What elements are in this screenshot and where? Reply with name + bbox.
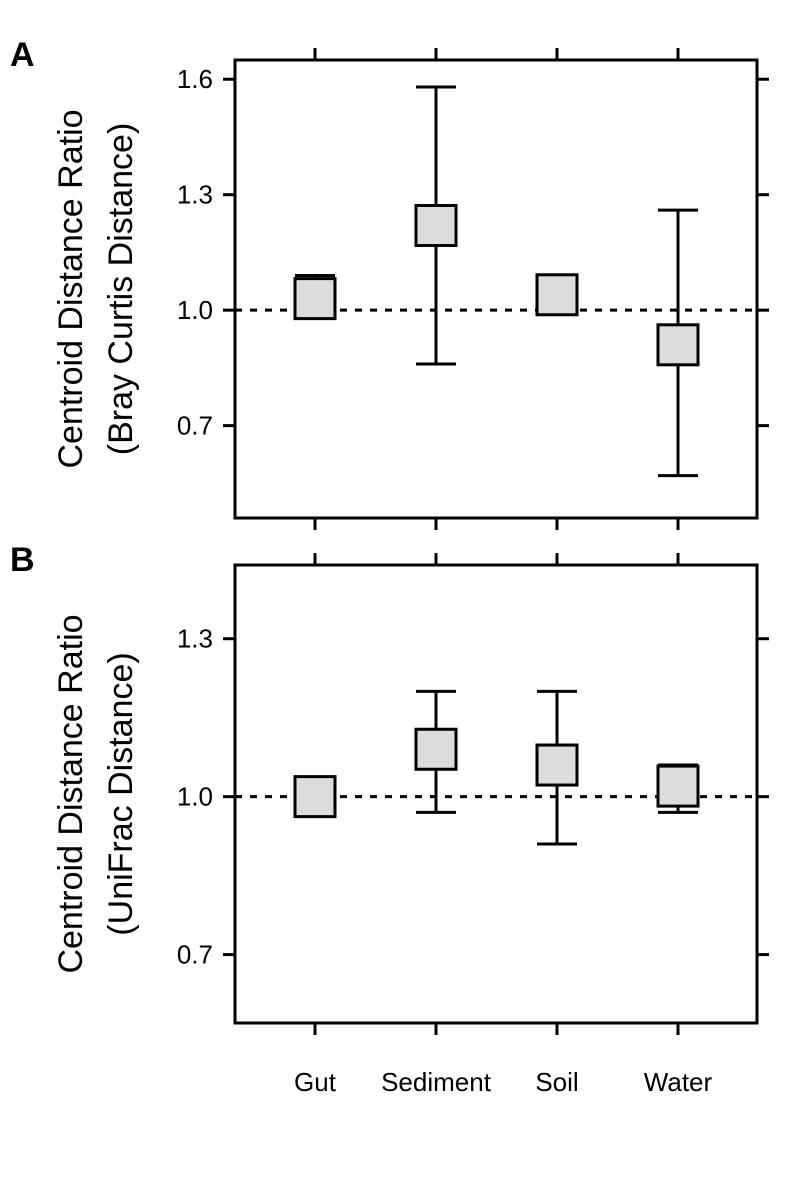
panel-b-xtick-label-gut: Gut <box>294 1067 337 1097</box>
panel-b-ylabel-line2: (UniFrac Distance) <box>102 652 140 935</box>
panel-b-water-marker <box>656 764 700 808</box>
panel-b-ytick-label: 1.3 <box>177 624 213 654</box>
panel-b-ytick-label: 1.0 <box>177 782 213 812</box>
panel-a-sediment-marker <box>414 203 458 247</box>
panel-a-soil-marker <box>535 273 579 317</box>
panel-b-ylabel-line1: Centroid Distance Ratio <box>52 614 90 973</box>
panel-b-sediment-marker <box>414 727 458 771</box>
panel-b-xtick-label-water: Water <box>644 1067 713 1097</box>
panel-b-letter: B <box>10 541 35 579</box>
panel-a-ylabel-line1: Centroid Distance Ratio <box>52 109 90 468</box>
panel-b-frame <box>233 563 759 1025</box>
panel-b-xtick-label-sediment: Sediment <box>381 1067 492 1097</box>
panel-a-ytick-label: 1.0 <box>177 295 213 325</box>
panel-a-frame <box>233 58 759 520</box>
panel-a-ytick-label: 0.7 <box>177 411 213 441</box>
panel-b-soil-marker <box>535 743 579 787</box>
panel-a-letter: A <box>10 36 35 74</box>
panel-a-water-marker <box>656 323 700 367</box>
panel-b-gut-marker <box>293 775 337 819</box>
panel-b-xtick-label-soil: Soil <box>535 1067 578 1097</box>
panel-a-ytick-label: 1.3 <box>177 180 213 210</box>
panel-b-ytick-label: 0.7 <box>177 940 213 970</box>
panel-a-ylabel-line2: (Bray Curtis Distance) <box>102 123 140 456</box>
panel-a-ytick-label: 1.6 <box>177 64 213 94</box>
panel-a-gut-marker <box>293 277 337 321</box>
